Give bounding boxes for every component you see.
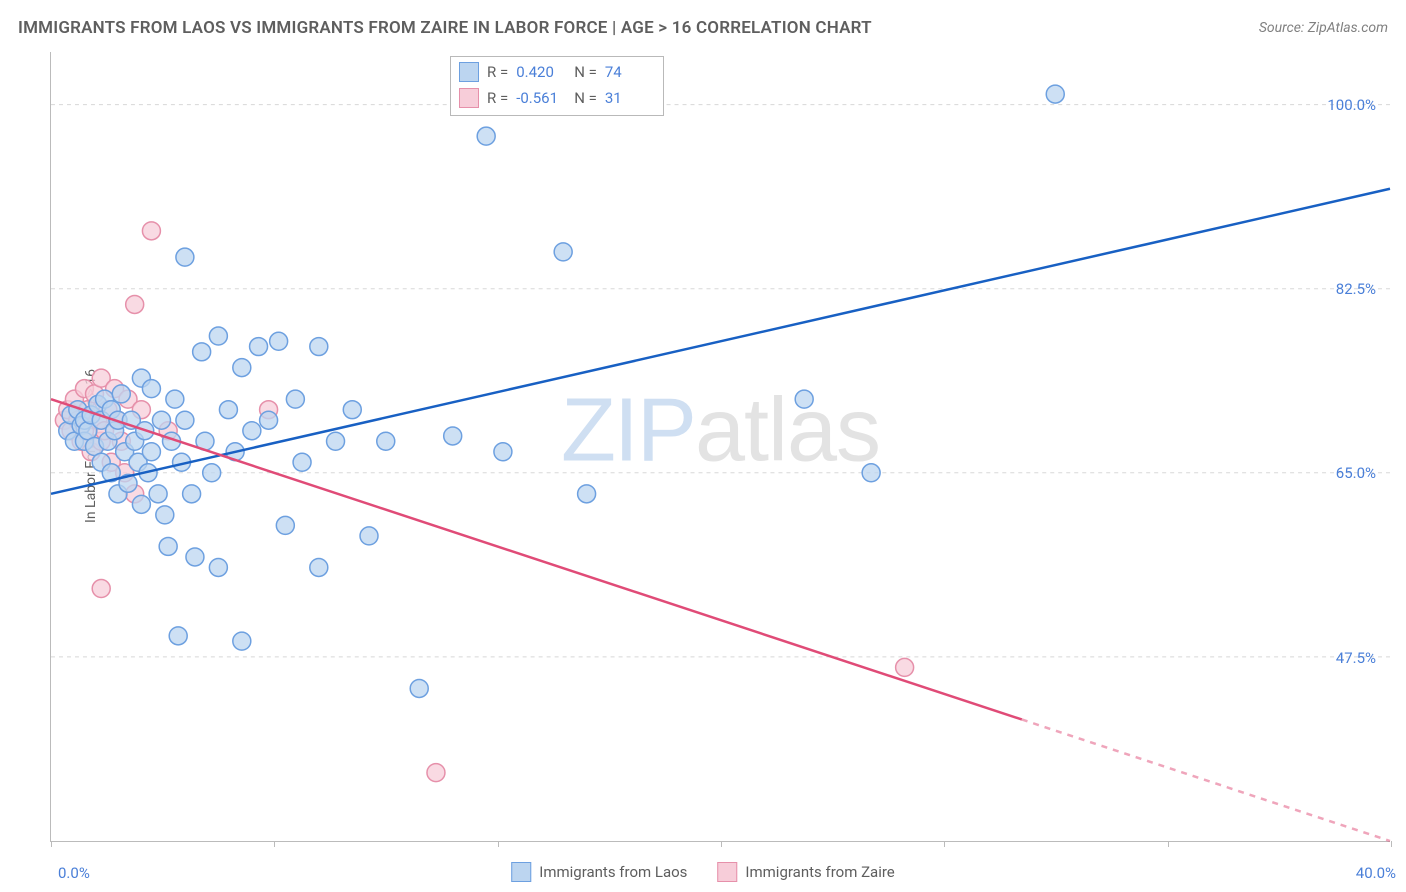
data-point xyxy=(1046,85,1064,103)
data-point xyxy=(360,527,378,545)
data-point xyxy=(233,632,251,650)
data-point xyxy=(276,516,294,534)
data-point xyxy=(209,327,227,345)
data-point xyxy=(166,390,184,408)
gridlines xyxy=(51,105,1390,657)
y-tick-label: 100.0% xyxy=(1327,96,1376,114)
data-point xyxy=(795,390,813,408)
legend-n-value-zaire: 31 xyxy=(605,89,655,107)
data-point xyxy=(243,422,261,440)
swatch-zaire-bottom xyxy=(717,862,737,882)
data-point xyxy=(132,495,150,513)
data-point xyxy=(427,764,445,782)
data-point xyxy=(152,411,170,429)
x-tick xyxy=(498,841,499,847)
x-tick xyxy=(944,841,945,847)
x-tick xyxy=(1391,841,1392,847)
data-point xyxy=(327,432,345,450)
data-point xyxy=(554,243,572,261)
x-tick xyxy=(721,841,722,847)
x-tick xyxy=(1168,841,1169,847)
y-tick-label: 65.0% xyxy=(1336,464,1376,482)
data-point xyxy=(250,338,268,356)
data-point xyxy=(310,558,328,576)
legend-item-laos: Immigrants from Laos xyxy=(511,862,687,882)
data-point xyxy=(578,485,596,503)
data-point xyxy=(126,295,144,313)
data-point xyxy=(293,453,311,471)
legend-row-laos: R = 0.420 N = 74 xyxy=(459,59,655,85)
legend-label-zaire: Immigrants from Zaire xyxy=(745,863,894,881)
data-point xyxy=(193,343,211,361)
plot-svg xyxy=(51,52,1390,841)
y-tick-label: 82.5% xyxy=(1336,280,1376,298)
trend-line-zaire-extrapolated xyxy=(1022,719,1390,841)
data-point xyxy=(377,432,395,450)
x-tick xyxy=(274,841,275,847)
x-tick xyxy=(51,841,52,847)
legend-series: Immigrants from Laos Immigrants from Zai… xyxy=(511,862,895,882)
data-point xyxy=(477,127,495,145)
legend-label-laos: Immigrants from Laos xyxy=(539,863,687,881)
data-point xyxy=(176,411,194,429)
data-point xyxy=(183,485,201,503)
legend-r-value-laos: 0.420 xyxy=(516,63,566,81)
data-point xyxy=(186,548,204,566)
chart-title: IMMIGRANTS FROM LAOS VS IMMIGRANTS FROM … xyxy=(18,18,872,38)
scatter-laos xyxy=(59,85,1064,697)
data-point xyxy=(286,390,304,408)
trend-lines xyxy=(51,189,1390,841)
legend-r-label: R = xyxy=(487,63,508,81)
data-point xyxy=(156,506,174,524)
legend-row-zaire: R = -0.561 N = 31 xyxy=(459,85,655,111)
legend-n-label: N = xyxy=(574,63,597,81)
legend-n-label: N = xyxy=(574,89,597,107)
swatch-laos xyxy=(459,62,479,82)
data-point xyxy=(310,338,328,356)
data-point xyxy=(159,537,177,555)
data-point xyxy=(142,222,160,240)
data-point xyxy=(270,332,288,350)
data-point xyxy=(219,401,237,419)
legend-item-zaire: Immigrants from Zaire xyxy=(717,862,894,882)
x-axis-max-label: 40.0% xyxy=(1356,864,1396,882)
source-attribution: Source: ZipAtlas.com xyxy=(1259,20,1388,36)
y-tick-label: 47.5% xyxy=(1336,649,1376,667)
swatch-laos-bottom xyxy=(511,862,531,882)
data-point xyxy=(142,380,160,398)
legend-correlation: R = 0.420 N = 74 R = -0.561 N = 31 xyxy=(450,56,664,116)
plot-area: ZIPatlas 47.5%65.0%82.5%100.0% xyxy=(50,52,1390,842)
swatch-zaire xyxy=(459,88,479,108)
data-point xyxy=(444,427,462,445)
data-point xyxy=(410,679,428,697)
legend-r-value-zaire: -0.561 xyxy=(516,89,566,107)
x-axis-min-label: 0.0% xyxy=(58,864,90,882)
scatter-zaire xyxy=(55,222,913,782)
data-point xyxy=(203,464,221,482)
data-point xyxy=(862,464,880,482)
data-point xyxy=(92,580,110,598)
data-point xyxy=(260,411,278,429)
data-point xyxy=(169,627,187,645)
data-point xyxy=(149,485,167,503)
legend-r-label: R = xyxy=(487,89,508,107)
legend-n-value-laos: 74 xyxy=(605,63,655,81)
data-point xyxy=(176,248,194,266)
data-point xyxy=(209,558,227,576)
data-point xyxy=(233,359,251,377)
data-point xyxy=(142,443,160,461)
data-point xyxy=(896,658,914,676)
data-point xyxy=(112,385,130,403)
data-point xyxy=(343,401,361,419)
data-point xyxy=(494,443,512,461)
